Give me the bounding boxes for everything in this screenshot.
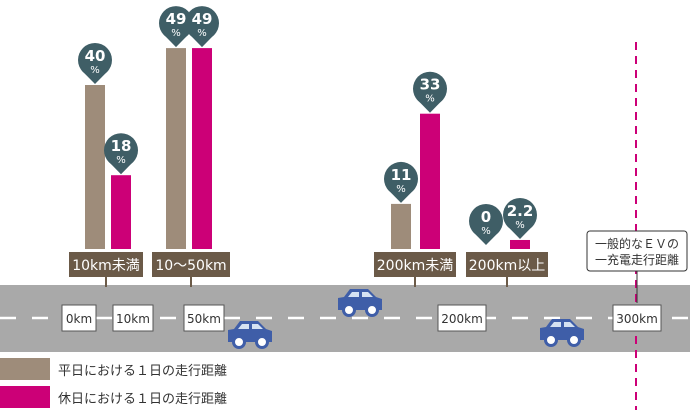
category-label-0: 10km未満: [69, 252, 143, 287]
car-icon-0: [338, 289, 382, 317]
bar-weekday-1: [166, 48, 186, 249]
road-markers: 0km 10km 50km 200km 300km: [61, 304, 662, 332]
percent-sign-holiday-0: %: [116, 155, 126, 166]
value-pin-holiday-1: 49%: [185, 6, 219, 48]
legend-holiday: 休日における１日の走行距離: [0, 385, 227, 409]
road-marker-2: 50km: [183, 304, 225, 332]
percent-sign-holiday-2: %: [425, 94, 435, 105]
category-label-3: 200km以上: [466, 252, 548, 287]
ev-note-callout: 一般的なＥＶの 一充電走行距離: [586, 230, 688, 303]
road-marker-text-1: 10km: [116, 312, 150, 326]
category-text-0: 10km未満: [72, 258, 140, 274]
bar-holiday-3: [510, 239, 530, 249]
bars-layer: [85, 48, 530, 249]
value-pin-holiday-0: 18%: [104, 133, 138, 175]
value-label-weekday-3: 0: [481, 208, 491, 226]
category-labels: 10km未満 10〜50km 200km未満 200km以上: [69, 252, 548, 287]
percent-sign-holiday-1: %: [197, 28, 207, 39]
road-marker-0: 0km: [61, 304, 97, 332]
category-text-3: 200km以上: [469, 258, 545, 274]
value-label-holiday-0: 18: [111, 137, 132, 155]
road-marker-3: 200km: [437, 304, 487, 332]
category-label-1: 10〜50km: [152, 252, 230, 287]
value-pin-weekday-0: 40%: [78, 43, 112, 84]
legend-weekday-swatch: [0, 358, 50, 380]
bar-holiday-1: [192, 48, 212, 249]
value-label-holiday-1: 49: [192, 10, 213, 28]
legend-holiday-label: 休日における１日の走行距離: [58, 391, 228, 407]
road-marker-text-2: 50km: [187, 312, 221, 326]
road-marker-text-3: 200km: [441, 312, 483, 326]
value-label-holiday-3: 2.2: [507, 202, 534, 220]
category-label-2: 200km未満: [374, 252, 456, 287]
percent-sign-weekday-0: %: [90, 65, 100, 76]
value-pin-weekday-3: 0%: [469, 204, 503, 245]
value-label-weekday-1: 49: [166, 10, 187, 28]
percent-sign-holiday-3: %: [515, 220, 525, 231]
value-pin-weekday-2: 11%: [384, 161, 418, 203]
value-label-holiday-2: 33: [420, 76, 441, 94]
ev-note-line-1: 一般的なＥＶの: [595, 236, 679, 251]
category-text-1: 10〜50km: [155, 258, 226, 274]
value-label-weekday-0: 40: [85, 47, 106, 65]
value-pin-weekday-1: 49%: [159, 6, 193, 48]
value-label-weekday-2: 11: [391, 166, 412, 184]
percent-sign-weekday-3: %: [481, 226, 491, 237]
bar-holiday-2: [420, 113, 440, 249]
pins-layer: 40%49%11%0%18%49%33%2.2%: [78, 6, 537, 245]
percent-sign-weekday-1: %: [171, 28, 181, 39]
legend-holiday-swatch: [0, 386, 50, 408]
legend-weekday: 平日における１日の走行距離: [0, 357, 227, 381]
car-icon-2: [540, 319, 584, 347]
value-pin-holiday-2: 33%: [413, 71, 447, 113]
ev-note-line-2: 一充電走行距離: [595, 252, 679, 267]
legend-weekday-label: 平日における１日の走行距離: [58, 363, 228, 379]
road-marker-text-0: 0km: [66, 312, 92, 326]
road-marker-1: 10km: [112, 304, 154, 332]
car-icon-1: [228, 321, 272, 349]
road-marker-text-4: 300km: [616, 312, 658, 326]
bar-weekday-2: [391, 203, 411, 249]
cars-layer: [228, 289, 584, 349]
category-text-2: 200km未満: [377, 258, 453, 274]
percent-sign-weekday-2: %: [396, 184, 406, 195]
value-pin-holiday-3: 2.2%: [503, 197, 537, 239]
bar-holiday-0: [111, 175, 131, 249]
road-marker-4: 300km: [612, 304, 662, 332]
bar-weekday-0: [85, 85, 105, 249]
